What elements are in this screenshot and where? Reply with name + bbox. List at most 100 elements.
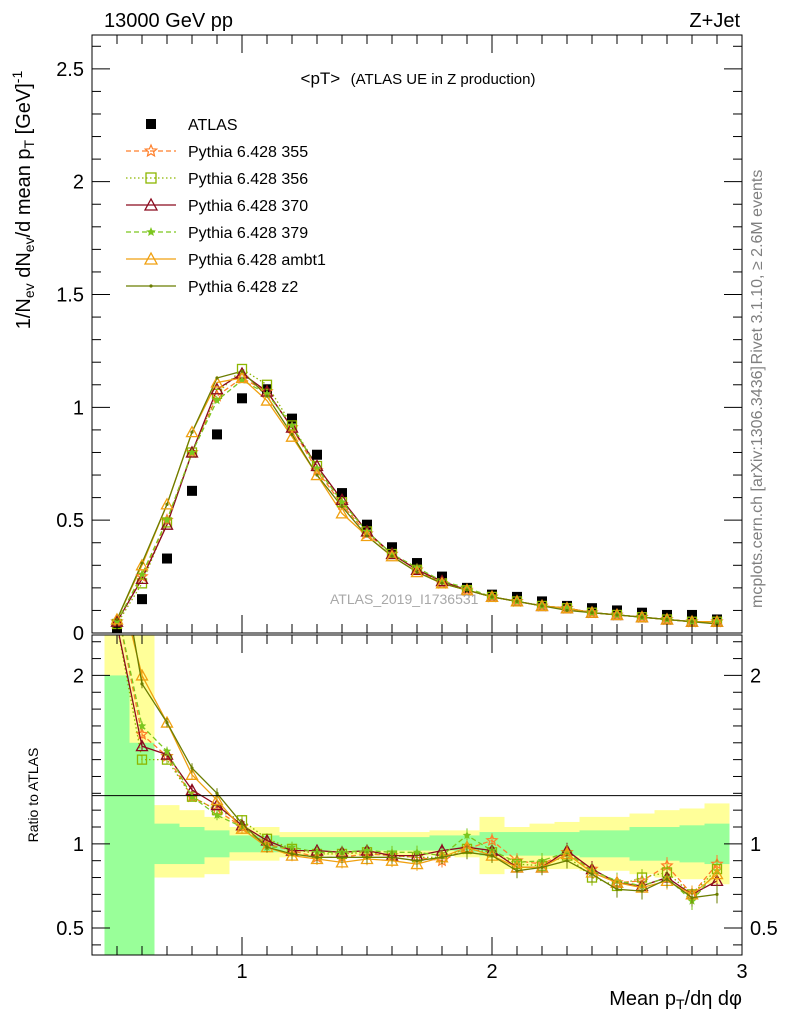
main-point-pythia-6-428-ambt1 [210,375,224,388]
ratio-uncertainty-bands [104,635,730,955]
ratio-point-pythia-6-428-z2 [515,869,519,873]
ratio-y-tick-label-right: 2 [750,665,761,687]
main-point-pythia-6-428-z2 [290,432,294,437]
main-point-pythia-6-428-ambt1 [560,601,574,614]
ratio-band-inner [404,837,430,851]
main-point-pythia-6-428-z2 [390,554,394,558]
main-point-pythia-6-428-z2 [190,430,194,434]
ratio-point-pythia-6-428-370 [160,747,174,760]
main-point-atlas [312,449,322,460]
legend-marker-pythia-6-428-356 [145,172,157,184]
main-point-pythia-6-428-z2 [365,534,369,538]
ratio-point-pythia-6-428-ambt1 [710,867,724,880]
main-point-pythia-6-428-z2 [565,608,569,613]
main-point-pythia-6-428-ambt1 [235,371,249,384]
ratio-point-pythia-6-428-z2 [240,822,244,826]
main-point-pythia-6-428-z2 [115,617,119,622]
ratio-band-inner [604,830,630,858]
main-point-pythia-6-428-ambt1 [535,599,549,612]
main-point-pythia-6-428-ambt1 [585,605,599,618]
legend-marker-pythia-6-428-355 [143,143,159,158]
legend-marker-pythia-6-428-z2 [149,284,153,288]
analysis-watermark: ATLAS_2019_I1736531 [330,591,479,607]
main-point-pythia-6-428-379 [462,583,472,592]
main-point-pythia-6-428-ambt1 [185,425,199,438]
ratio-point-pythia-6-428-z2 [440,855,444,859]
ratio-band-inner [104,675,130,955]
main-point-pythia-6-428-ambt1 [635,610,649,623]
main-line-pythia-6-428-370 [116,372,717,623]
ratio-band-inner [379,837,405,851]
main-point-pythia-6-428-z2 [715,622,719,626]
ratio-band-inner [629,827,655,861]
legend-label-pythia-6-428-379: Pythia 6.428 379 [188,225,308,242]
ratio-point-pythia-6-428-z2 [315,855,319,859]
legend-marker-pythia-6-428-379 [146,227,156,236]
ratio-point-pythia-6-428-z2 [140,682,144,686]
ratio-point-pythia-6-428-z2 [415,859,419,863]
main-point-atlas [187,485,197,496]
main-point-pythia-6-428-379 [187,448,197,457]
ratio-point-pythia-6-428-z2 [540,865,544,870]
ratio-band-inner [529,832,555,856]
main-point-pythia-6-428-z2 [615,613,619,617]
ratio-curves [115,539,724,910]
main-point-pythia-6-428-379 [162,515,172,524]
ratio-point-pythia-6-428-ambt1 [310,852,324,865]
ratio-point-pythia-6-428-379 [362,846,372,855]
main-y-tick-label: 2.5 [56,59,84,81]
ratio-band-inner [504,832,530,856]
main-point-pythia-6-428-356 [261,379,273,390]
main-point-pythia-6-428-z2 [465,588,469,592]
main-point-pythia-6-428-z2 [440,581,444,585]
ratio-point-pythia-6-428-z2 [115,539,118,542]
ratio-point-pythia-6-428-z2 [190,766,194,770]
legend-marker-pythia-6-428-370 [143,197,159,211]
ratio-point-pythia-6-428-z2 [465,850,469,854]
ratio-point-pythia-6-428-379 [287,842,297,851]
ratio-point-pythia-6-428-z2 [590,872,594,876]
main-point-pythia-6-428-z2 [340,505,344,509]
ratio-point-pythia-6-428-z2 [715,892,719,896]
legend-label-pythia-6-428-356: Pythia 6.428 356 [188,171,308,188]
ratio-point-pythia-6-428-379 [212,810,222,819]
ratio-point-pythia-6-428-370 [135,739,149,752]
main-point-pythia-6-428-z2 [690,620,694,624]
x-tick-label: 1 [236,961,247,983]
ratio-band-inner [329,837,355,851]
main-point-pythia-6-428-ambt1 [660,612,674,625]
main-point-pythia-6-428-ambt1 [510,594,524,607]
ratio-y-tick-label-right: 1 [750,834,761,856]
main-point-pythia-6-428-370 [160,517,174,530]
ratio-point-pythia-6-428-356 [136,754,148,765]
main-point-pythia-6-428-379 [312,463,322,472]
main-line-pythia-6-428-z2 [116,370,718,625]
ratio-band-inner [429,835,455,851]
main-point-pythia-6-428-ambt1 [335,506,349,519]
main-y-tick-label: 2 [73,172,84,194]
x-axis-label: Mean pT/dη dφ [609,988,742,1012]
main-point-atlas [287,413,297,424]
x-tick-label: 3 [736,961,747,983]
main-point-atlas [137,594,147,605]
ratio-point-pythia-6-428-z2 [165,720,169,725]
main-point-atlas [162,553,172,564]
legend-label-pythia-6-428-355: Pythia 6.428 355 [188,144,308,161]
ratio-point-pythia-6-428-ambt1 [410,857,424,870]
main-point-pythia-6-428-z2 [490,595,494,599]
ratio-point-pythia-6-428-z2 [390,855,394,859]
legend-marker-atlas [146,119,156,129]
main-curves [110,363,724,633]
ratio-point-pythia-6-428-ambt1 [335,855,349,868]
main-point-pythia-6-428-ambt1 [485,590,499,603]
ratio-point-pythia-6-428-z2 [665,877,669,881]
ratio-y-tick-label-right: 0.5 [750,918,778,940]
main-point-pythia-6-428-379 [287,420,297,429]
main-point-pythia-6-428-379 [437,576,447,585]
main-point-atlas [212,429,222,440]
ratio-band-inner [179,827,205,865]
header-right: Z+Jet [689,10,740,32]
main-point-pythia-6-428-ambt1 [160,497,174,510]
main-point-pythia-6-428-z2 [540,604,544,608]
